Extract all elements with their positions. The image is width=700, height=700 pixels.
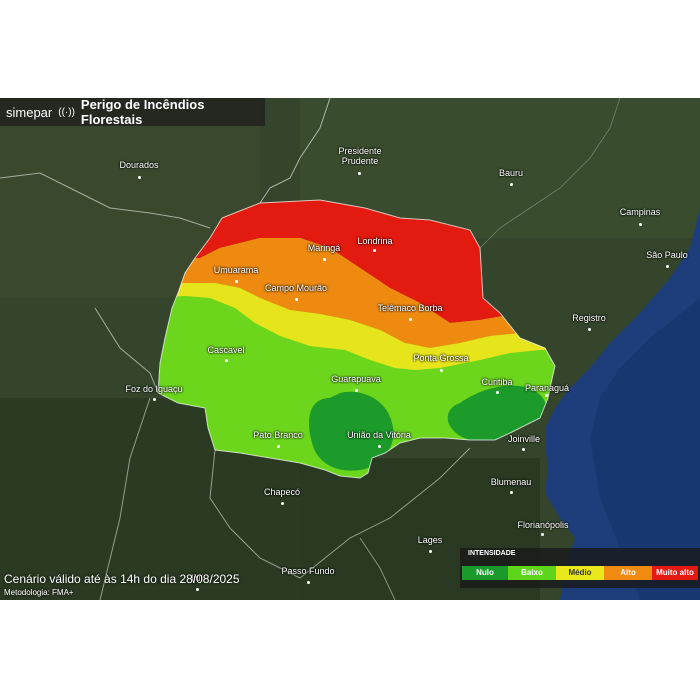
city-label: Presidente Prudente (338, 146, 382, 166)
legend-item-muito-alto: Muito alto (652, 566, 698, 580)
city-dot (378, 445, 381, 448)
methodology-note: Metodologia: FMA+ (4, 588, 74, 597)
city-dot (277, 445, 280, 448)
city-dot (510, 491, 513, 494)
city-label: Blumenau (490, 477, 532, 487)
city-dot (196, 588, 199, 591)
city-dot (522, 448, 525, 451)
city-dot (225, 359, 228, 362)
signal-icon: ((·)) (58, 106, 75, 118)
city-label: Dourados (119, 160, 159, 170)
city-label: São Paulo (646, 250, 688, 260)
city-dot (666, 265, 669, 268)
city-dot (545, 394, 548, 397)
city-label: Passo Fundo (281, 566, 335, 576)
city-dot (409, 318, 412, 321)
city-dot (639, 223, 642, 226)
legend-item-nulo: Nulo (462, 566, 508, 580)
city-dot (355, 389, 358, 392)
city-label: Umuarama (213, 265, 259, 275)
city-dot (429, 550, 432, 553)
map-title: Perigo de Incêndios Florestais (80, 98, 205, 127)
scenario-validity: Cenário válido até às 14h do dia 28/08/2… (4, 572, 240, 586)
map-view[interactable]: simepar ((·)) Perigo de Incêndios Flores… (0, 98, 700, 600)
city-dot (235, 280, 238, 283)
city-dot (510, 183, 513, 186)
legend-title: INTENSIDADE (468, 550, 516, 557)
legend-item-alto: Alto (604, 566, 652, 580)
city-label: Lages (417, 535, 443, 545)
city-dot (281, 502, 284, 505)
city-dot (541, 533, 544, 536)
legend-bar: Nulo Baixo Médio Alto Muito alto (462, 566, 698, 580)
city-label: Florianópolis (517, 520, 569, 530)
city-label: Ponta Grossa (413, 353, 469, 363)
city-dot (358, 172, 361, 175)
brand-logo: simepar (6, 104, 53, 120)
city-label: Chapecó (263, 487, 301, 497)
map-base (0, 98, 700, 600)
city-label: Pato Branco (253, 430, 303, 440)
city-label: Curitiba (481, 377, 513, 387)
city-dot (307, 581, 310, 584)
city-label: Campinas (619, 207, 661, 217)
legend-item-medio: Médio (556, 566, 604, 580)
city-label: Campo Mourão (264, 283, 328, 293)
city-dot (323, 258, 326, 261)
map-header: simepar ((·)) Perigo de Incêndios Flores… (0, 98, 265, 127)
city-label: União da Vitória (347, 430, 411, 440)
city-label: Joinville (507, 434, 541, 444)
city-dot (373, 249, 376, 252)
city-dot (295, 298, 298, 301)
city-label: Registro (572, 313, 606, 323)
city-label: Ijuí (190, 573, 204, 583)
city-dot (153, 398, 156, 401)
city-dot (138, 176, 141, 179)
city-dot (588, 328, 591, 331)
city-label: Paranaguá (524, 383, 570, 393)
city-label: Foz do Iguaçu (125, 384, 183, 394)
intensity-legend: INTENSIDADE Nulo Baixo Médio Alto Muito … (460, 548, 700, 588)
city-label: Londrina (357, 236, 393, 246)
city-dot (496, 391, 499, 394)
city-label: Telêmaco Borba (377, 303, 443, 313)
city-label: Bauru (498, 168, 524, 178)
city-label: Maringá (307, 243, 341, 253)
city-dot (440, 369, 443, 372)
legend-item-baixo: Baixo (508, 566, 556, 580)
city-label: Guarapuava (331, 374, 381, 384)
city-label: Cascavel (207, 345, 245, 355)
